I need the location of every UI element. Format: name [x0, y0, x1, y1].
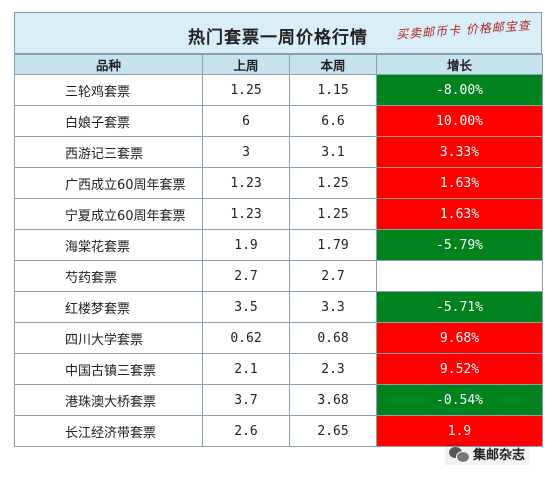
cell-this-week: 0.68: [289, 322, 377, 354]
cell-this-week: 3.1: [289, 136, 377, 168]
cell-this-week: 1.25: [289, 198, 377, 230]
table-row: 港珠澳大桥套票 3.7 3.68 -0.54%: [14, 384, 543, 416]
watermark: 集邮杂志: [445, 442, 530, 465]
cell-last-week: 2.1: [202, 353, 290, 385]
table-row: 西游记三套票 3 3.1 3.33%: [14, 136, 543, 168]
table-row: 红楼梦套票 3.5 3.3 -5.71%: [14, 291, 543, 323]
cell-name: 三轮鸡套票: [14, 74, 203, 106]
header-last-week: 上周: [202, 54, 290, 75]
cell-name: 白娘子套票: [14, 105, 203, 137]
cell-this-week: 6.6: [289, 105, 377, 137]
cell-name: 中国古镇三套票: [14, 353, 203, 385]
cell-this-week: 2.3: [289, 353, 377, 385]
title-bar: 热门套票一周价格行情 买卖邮币卡 价格邮宝查: [14, 12, 542, 54]
price-sheet: 热门套票一周价格行情 买卖邮币卡 价格邮宝查 品种 上周 本周 增长 三轮鸡套票…: [14, 12, 543, 447]
cell-change: -5.71%: [376, 291, 543, 323]
cell-name: 宁夏成立60周年套票: [14, 198, 203, 230]
cell-last-week: 2.6: [202, 415, 290, 447]
cell-this-week: 2.7: [289, 260, 377, 292]
cell-this-week: 1.25: [289, 167, 377, 199]
table-header-row: 品种 上周 本周 增长: [14, 54, 543, 75]
table-row: 三轮鸡套票 1.25 1.15 -8.00%: [14, 74, 543, 106]
cell-last-week: 3: [202, 136, 290, 168]
cell-change: -8.00%: [376, 74, 543, 106]
cell-change: [376, 260, 543, 292]
cell-change: 10.00%: [376, 105, 543, 137]
table-row: 宁夏成立60周年套票 1.23 1.25 1.63%: [14, 198, 543, 230]
cell-change: 1.9: [376, 415, 543, 447]
table-row: 长江经济带套票 2.6 2.65 1.9: [14, 415, 543, 447]
cell-name: 红楼梦套票: [14, 291, 203, 323]
header-change: 增长: [376, 54, 543, 75]
cell-change: -0.54%: [376, 384, 543, 416]
cell-name: 港珠澳大桥套票: [14, 384, 203, 416]
cell-change: 1.63%: [376, 198, 543, 230]
table-row: 中国古镇三套票 2.1 2.3 9.52%: [14, 353, 543, 385]
table-row: 芍药套票 2.7 2.7: [14, 260, 543, 292]
cell-this-week: 3.3: [289, 291, 377, 323]
cell-this-week: 3.68: [289, 384, 377, 416]
cell-name: 长江经济带套票: [14, 415, 203, 447]
cell-last-week: 1.9: [202, 229, 290, 261]
sheet-title: 热门套票一周价格行情: [188, 28, 368, 48]
cell-this-week: 1.15: [289, 74, 377, 106]
cell-name: 四川大学套票: [14, 322, 203, 354]
cell-last-week: 3.7: [202, 384, 290, 416]
header-this-week: 本周: [289, 54, 377, 75]
cell-name: 广西成立60周年套票: [14, 167, 203, 199]
cell-last-week: 2.7: [202, 260, 290, 292]
cell-name: 芍药套票: [14, 260, 203, 292]
cell-change: 9.68%: [376, 322, 543, 354]
table-row: 白娘子套票 6 6.6 10.00%: [14, 105, 543, 137]
cell-last-week: 1.23: [202, 198, 290, 230]
cell-name: 西游记三套票: [14, 136, 203, 168]
cell-change: 3.33%: [376, 136, 543, 168]
table-row: 广西成立60周年套票 1.23 1.25 1.63%: [14, 167, 543, 199]
header-name: 品种: [14, 54, 203, 75]
cell-last-week: 0.62: [202, 322, 290, 354]
cell-this-week: 2.65: [289, 415, 377, 447]
cell-change: -5.79%: [376, 229, 543, 261]
cell-this-week: 1.79: [289, 229, 377, 261]
cell-change: 9.52%: [376, 353, 543, 385]
cell-change: 1.63%: [376, 167, 543, 199]
cell-last-week: 3.5: [202, 291, 290, 323]
cell-name: 海棠花套票: [14, 229, 203, 261]
table-row: 海棠花套票 1.9 1.79 -5.79%: [14, 229, 543, 261]
table-row: 四川大学套票 0.62 0.68 9.68%: [14, 322, 543, 354]
cell-last-week: 6: [202, 105, 290, 137]
price-table: 品种 上周 本周 增长 三轮鸡套票 1.25 1.15 -8.00% 白娘子套票 6 6.6…: [14, 54, 543, 447]
cell-last-week: 1.25: [202, 74, 290, 106]
watermark-text: 集邮杂志: [473, 448, 526, 463]
wechat-icon: [449, 446, 470, 463]
cell-last-week: 1.23: [202, 167, 290, 199]
